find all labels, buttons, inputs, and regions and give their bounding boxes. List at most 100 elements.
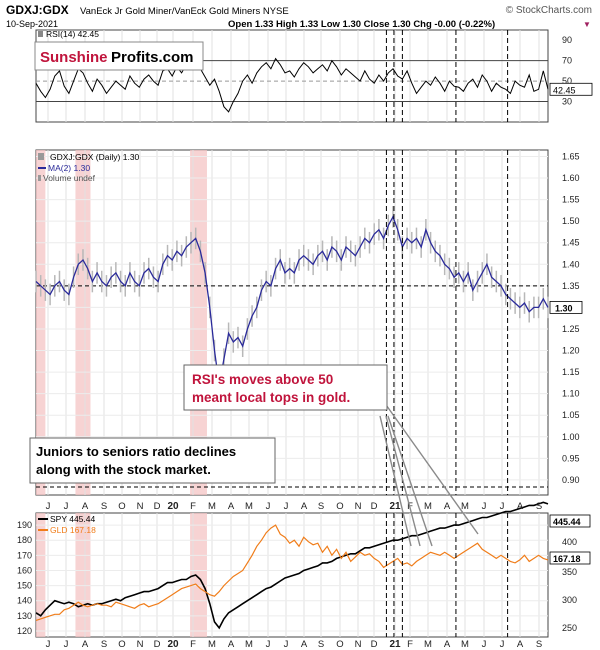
rsi-legend-label: RSI(14) 42.45 [46, 29, 99, 39]
x-tick-label: D [154, 639, 161, 650]
rsi-y-tick-label: 70 [562, 56, 572, 66]
gld-legend-label: GLD 167.18 [50, 525, 96, 535]
ratio-y-tick-label: 1.20 [562, 346, 580, 356]
x-tick-label: M [245, 639, 253, 650]
x-tick-label: J [482, 639, 487, 650]
x-tick-label: 21 [389, 639, 401, 650]
ratio-y-tick-label: 1.45 [562, 238, 580, 248]
x-tick-label: N [137, 639, 144, 650]
x-tick-label: S [101, 501, 107, 512]
rsi-legend-swatch [38, 31, 43, 37]
chart-symbol: GDXJ:GDX [6, 3, 69, 17]
logo-part1: Sunshine [40, 49, 108, 66]
chg-down-icon: ▼ [583, 20, 591, 29]
rsi-line [35, 57, 549, 113]
watermark: © StockCharts.com [506, 5, 592, 16]
arrow-3 [387, 415, 433, 547]
x-tick-label: O [336, 639, 343, 650]
ratio-y-tick-label: 1.25 [562, 324, 580, 334]
highlight-band [190, 513, 207, 637]
x-tick-label: S [536, 639, 542, 650]
arrow-2 [385, 415, 421, 547]
x-tick-label: J [266, 501, 271, 512]
x-tick-label: J [64, 501, 69, 512]
compare-y-tick-right: 300 [562, 595, 577, 605]
compare-y-tick-left: 180 [17, 535, 32, 545]
ratio-y-tick-label: 1.05 [562, 410, 580, 420]
logo-box [34, 41, 204, 71]
x-tick-label: O [118, 501, 125, 512]
x-tick-label: D [154, 501, 161, 512]
x-tick-label: M [461, 501, 469, 512]
x-tick-label: J [46, 639, 51, 650]
rsi-y-tick-label: 90 [562, 35, 572, 45]
x-tick-label: S [318, 501, 324, 512]
highlight-band [36, 150, 46, 495]
juniors-annotation-line1: Juniors to seniors ratio declines [36, 444, 236, 459]
ratio-legend-swatch [38, 153, 44, 160]
chart-date: 10-Sep-2021 [6, 19, 58, 29]
x-tick-label: A [82, 639, 89, 650]
spy-value-tag [549, 514, 591, 528]
x-tick-label: A [301, 639, 308, 650]
rsi-value-label: 42.45 [553, 85, 576, 95]
compare-y-tick-right: 400 [562, 537, 577, 547]
x-tick-label: S [536, 501, 542, 512]
x-tick-label: J [482, 501, 487, 512]
chart-description: VanEck Jr Gold Miner/VanEck Gold Miners … [80, 6, 289, 17]
compare-y-tick-left: 170 [17, 550, 32, 560]
x-tick-label: M [424, 639, 432, 650]
x-tick-label: N [355, 501, 362, 512]
x-tick-label: 20 [167, 639, 179, 650]
x-tick-label: S [101, 639, 107, 650]
compare-y-tick-right: 350 [562, 567, 577, 577]
compare-legend: SPY 445.44 GLD 167.18 [38, 514, 96, 535]
compare-y-tick-left: 190 [17, 520, 32, 530]
x-tick-label: J [64, 639, 69, 650]
x-tick-label: O [336, 501, 343, 512]
x-tick-label: N [355, 639, 362, 650]
x-tick-label: 20 [167, 501, 179, 512]
x-tick-label: A [301, 501, 308, 512]
x-tick-label: D [371, 639, 378, 650]
ratio-legend: GDXJ:GDX (Daily) 1.30 MA(2) 1.30 Volume … [38, 152, 140, 183]
compare-y-tick-left: 140 [17, 596, 32, 606]
x-tick-label: J [500, 639, 505, 650]
ratio-y-tick-label: 0.95 [562, 453, 580, 463]
x-tick-label: O [118, 639, 125, 650]
ratio-y-tick-label: 0.90 [562, 475, 580, 485]
ratio-y-tick-label: 1.10 [562, 389, 580, 399]
x-tick-label: F [407, 639, 413, 650]
ratio-y-tick-label: 1.35 [562, 281, 580, 291]
rsi-annotation: RSI's moves above 50 meant local tops in… [183, 364, 479, 547]
juniors-annotation: Juniors to seniors ratio declines along … [29, 437, 276, 484]
x-tick-label: M [461, 639, 469, 650]
compare-y-tick-left: 160 [17, 565, 32, 575]
x-tick-label: J [500, 501, 505, 512]
ratio-y-tick-label: 1.15 [562, 367, 580, 377]
rsi-value-tag [549, 82, 593, 96]
rsi-annotation-box [183, 364, 388, 411]
x-tick-label: A [517, 501, 524, 512]
compare-y-tick-left: 120 [17, 626, 32, 636]
ratio-legend-series: GDXJ:GDX (Daily) 1.30 [50, 152, 140, 162]
arrow-4 [383, 401, 479, 535]
logo-part2: Profits.com [111, 49, 194, 66]
compare-y-tick-left: 130 [17, 611, 32, 621]
juniors-annotation-box [29, 437, 276, 484]
x-tick-label: M [424, 501, 432, 512]
ratio-ma-line [35, 215, 549, 386]
rsi-y-tick-label: 50 [562, 76, 572, 86]
x-tick-label: J [266, 639, 271, 650]
spy-legend-label: SPY 445.44 [50, 514, 95, 524]
x-tick-label: 21 [389, 501, 401, 512]
x-tick-label: S [318, 639, 324, 650]
x-tick-label: M [208, 501, 216, 512]
ratio-y-tick-label: 1.00 [562, 432, 580, 442]
rsi-annotation-line1: RSI's moves above 50 [192, 372, 333, 387]
x-tick-label: J [284, 501, 289, 512]
x-tick-label: A [228, 639, 235, 650]
x-tick-label: A [228, 501, 235, 512]
